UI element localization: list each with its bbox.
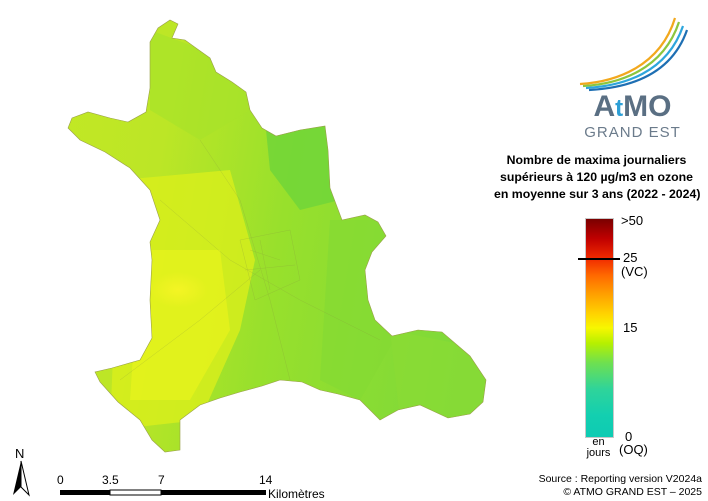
legend-label-15: 15 [623,320,638,335]
scale-unit: Kilomètres [268,487,325,501]
legend-title-line-3: en moyenne sur 3 ans (2022 - 2024) [494,187,701,201]
legend-unit-line-1: en [592,436,605,448]
legend-title: Nombre de maxima journaliers supérieurs … [494,152,701,203]
ozone-map [67,19,487,453]
map-area[interactable] [0,0,520,470]
legend-unit-line-2: jours [586,447,611,459]
logo-swoosh-icon [579,17,689,92]
scale-label-14: 14 [259,473,273,487]
scale-bar [60,489,266,496]
legend-label-25: 25 [623,250,638,265]
legend-threshold-line [578,258,620,260]
source-line-2: © ATMO GRAND EST – 2025 [563,486,702,498]
scale-label-3-5: 3.5 [102,473,119,487]
north-arrow-icon [13,460,30,497]
legend-label-0: 0 [625,429,633,444]
atmo-logo: AtMO GRAND EST [575,12,690,142]
legend-unit: en jours [584,437,613,459]
scale-label-7: 7 [158,473,165,487]
scale-label-0: 0 [57,473,64,487]
logo-subtitle: GRAND EST [584,124,681,141]
legend-label-max: >50 [621,213,644,228]
legend-title-line-1: Nombre de maxima journaliers [506,153,687,167]
north-label: N [15,446,25,461]
legend-title-line-2: supérieurs à 120 µg/m3 en ozone [500,170,693,184]
legend-color-ramp [585,218,614,438]
logo-wordmark: AtMO [593,90,672,123]
source-line-1: Source : Reporting version V2024a [538,473,702,485]
source-credit: Source : Reporting version V2024a © ATMO… [539,473,702,499]
legend-label-oq: (OQ) [619,442,648,457]
legend-label-vc: (VC) [621,264,648,279]
